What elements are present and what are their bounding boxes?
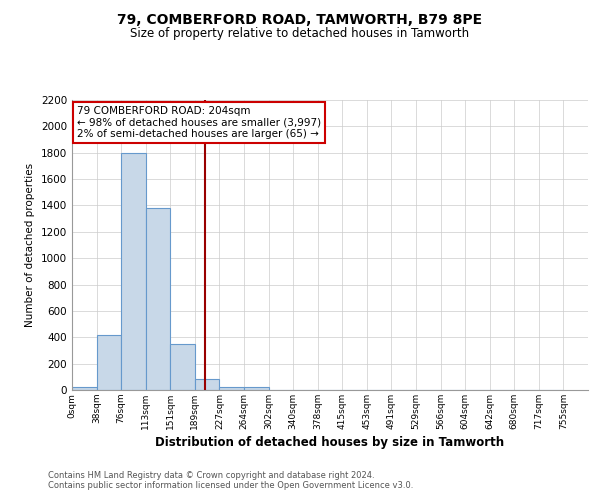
Bar [72, 388, 97, 390]
Text: Size of property relative to detached houses in Tamworth: Size of property relative to detached ho… [130, 28, 470, 40]
Bar [244, 388, 269, 390]
Bar [97, 334, 121, 390]
Text: Contains public sector information licensed under the Open Government Licence v3: Contains public sector information licen… [48, 480, 413, 490]
Y-axis label: Number of detached properties: Number of detached properties [25, 163, 35, 327]
Bar [121, 152, 146, 390]
Bar [146, 208, 170, 390]
Text: Contains HM Land Registry data © Crown copyright and database right 2024.: Contains HM Land Registry data © Crown c… [48, 470, 374, 480]
Text: 79 COMBERFORD ROAD: 204sqm
← 98% of detached houses are smaller (3,997)
2% of se: 79 COMBERFORD ROAD: 204sqm ← 98% of deta… [77, 106, 321, 139]
Text: Distribution of detached houses by size in Tamworth: Distribution of detached houses by size … [155, 436, 505, 449]
Bar [170, 344, 195, 390]
Bar [195, 380, 220, 390]
Bar [220, 386, 244, 390]
Text: 79, COMBERFORD ROAD, TAMWORTH, B79 8PE: 79, COMBERFORD ROAD, TAMWORTH, B79 8PE [118, 12, 482, 26]
